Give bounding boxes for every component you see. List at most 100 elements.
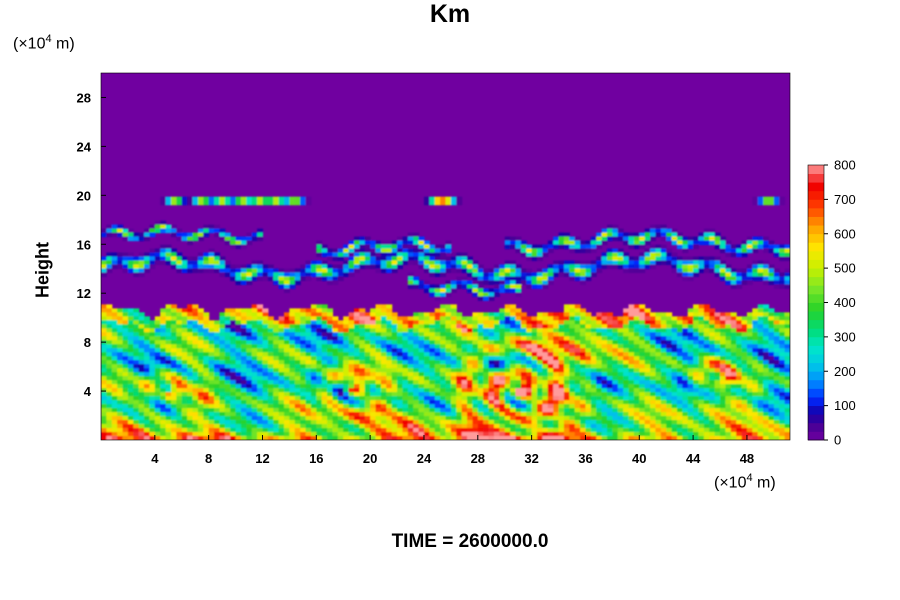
heatmap-cell [687, 312, 694, 317]
heatmap-cell [666, 372, 673, 377]
heatmap-cell [440, 380, 447, 385]
heatmap-cell [601, 228, 608, 234]
heatmap-cell [639, 252, 646, 258]
heatmap-cell [300, 200, 307, 206]
heatmap-cell [407, 412, 414, 417]
heatmap-cell [483, 292, 490, 297]
heatmap-cell [165, 380, 172, 385]
heatmap-cell [531, 348, 538, 353]
heatmap-cell [251, 404, 258, 409]
heatmap-cell [122, 340, 129, 345]
heatmap-cell [510, 332, 517, 337]
heatmap-cell [321, 388, 328, 393]
heatmap-cell [305, 372, 312, 377]
heatmap-cell [122, 232, 129, 238]
heatmap-cell [429, 368, 436, 373]
heatmap-cell [547, 340, 554, 345]
heatmap-cell [278, 372, 285, 377]
heatmap-cell [773, 332, 780, 337]
heatmap-cell [504, 380, 511, 385]
heatmap-cell [520, 392, 527, 397]
heatmap-cell [660, 232, 667, 238]
heatmap-cell [359, 352, 366, 357]
heatmap-cell [386, 416, 393, 421]
heatmap-cell [682, 408, 689, 413]
heatmap-cell [106, 360, 113, 365]
heatmap-cell [569, 420, 576, 425]
heatmap-cell [397, 364, 404, 369]
heatmap-cell [693, 368, 700, 373]
heatmap-cell [612, 424, 619, 429]
heatmap-cell [240, 400, 247, 405]
heatmap-cell [768, 248, 775, 254]
heatmap-cell [752, 404, 759, 409]
heatmap-cell [380, 240, 387, 246]
heatmap-cell [693, 308, 700, 313]
heatmap-cell [709, 324, 716, 329]
heatmap-cell [214, 364, 221, 369]
heatmap-cell [391, 368, 398, 373]
heatmap-cell [752, 416, 759, 421]
heatmap-cell [111, 332, 118, 337]
heatmap-cell [510, 336, 517, 341]
heatmap-cell [773, 424, 780, 429]
heatmap-cell [477, 424, 484, 429]
heatmap-cell [418, 396, 425, 401]
heatmap-cell [284, 404, 290, 409]
heatmap-cell [563, 408, 570, 413]
heatmap-cell [429, 348, 436, 353]
heatmap-cell [106, 404, 113, 409]
heatmap-cell [337, 352, 344, 357]
heatmap-cell [240, 200, 247, 206]
heatmap-cell [553, 348, 560, 353]
heatmap-cell [590, 244, 597, 250]
heatmap-cell [590, 360, 597, 365]
heatmap-cell [348, 316, 355, 321]
heatmap-cell [633, 332, 640, 337]
heatmap-cell [310, 364, 317, 369]
heatmap-cell [170, 344, 177, 349]
heatmap-cell [440, 268, 447, 274]
heatmap-cell [752, 248, 759, 254]
heatmap-cell [746, 368, 753, 373]
heatmap-cell [736, 368, 743, 373]
heatmap-cell [757, 372, 764, 377]
heatmap-cell [752, 260, 759, 266]
heatmap-cell [300, 396, 307, 401]
heatmap-cell [257, 344, 264, 349]
heatmap-cell [332, 424, 339, 429]
heatmap-cell [127, 408, 134, 413]
heatmap-cell [779, 252, 786, 258]
heatmap-cell [531, 272, 538, 278]
heatmap-cell [660, 404, 667, 409]
heatmap-cell [682, 412, 689, 417]
heatmap-cell [160, 348, 167, 353]
heatmap-cell [101, 412, 107, 417]
heatmap-cell [300, 328, 307, 333]
heatmap-cell [752, 420, 759, 425]
heatmap-cell [520, 276, 527, 282]
heatmap-cell [445, 332, 452, 337]
heatmap-cell [520, 384, 527, 389]
heatmap-cell [300, 340, 307, 345]
heatmap-cell [273, 268, 280, 274]
heatmap-cell [676, 260, 683, 266]
heatmap-cell [214, 340, 221, 345]
heatmap-cell [445, 396, 452, 401]
heatmap-cell [655, 324, 662, 329]
heatmap-cell [617, 396, 624, 401]
heatmap-cell [456, 384, 463, 389]
heatmap-cell [246, 360, 253, 365]
heatmap-cell [375, 348, 382, 353]
heatmap-cell [725, 336, 732, 341]
heatmap-cell [698, 236, 705, 242]
heatmap-cell [725, 320, 732, 325]
heatmap-cell [359, 344, 366, 349]
heatmap-cell [709, 268, 716, 274]
heatmap-cell [510, 376, 517, 381]
heatmap-cell [418, 404, 425, 409]
heatmap-cell [515, 324, 522, 329]
heatmap-cell [310, 272, 317, 278]
heatmap-cell [725, 344, 732, 349]
heatmap-cell [257, 264, 264, 270]
